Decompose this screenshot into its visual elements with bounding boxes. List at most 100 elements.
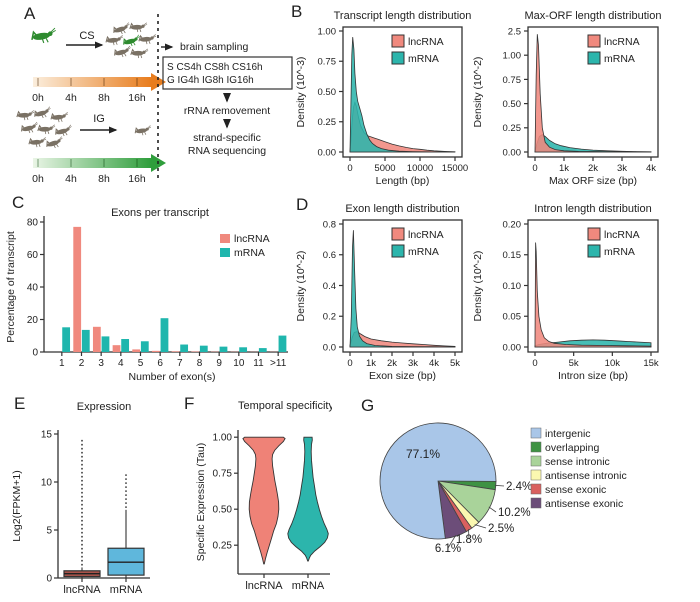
svg-text:0.15: 0.15 bbox=[503, 250, 522, 261]
svg-text:mRNA: mRNA bbox=[604, 246, 635, 258]
svg-text:60: 60 bbox=[27, 250, 39, 261]
sample-list-box bbox=[162, 56, 293, 90]
svg-text:8: 8 bbox=[197, 358, 203, 369]
svg-text:0.00: 0.00 bbox=[318, 147, 337, 158]
svg-text:6: 6 bbox=[157, 358, 163, 369]
svg-text:0.8: 0.8 bbox=[323, 219, 336, 230]
svg-text:lncRNA: lncRNA bbox=[234, 233, 270, 245]
svg-text:10k: 10k bbox=[605, 358, 621, 369]
svg-text:15000: 15000 bbox=[442, 163, 468, 174]
svg-text:>11: >11 bbox=[270, 358, 287, 369]
svg-text:9: 9 bbox=[216, 358, 222, 369]
sample-row-cs: S CS4h CS8h CS16h bbox=[167, 62, 263, 73]
svg-text:0.20: 0.20 bbox=[503, 219, 522, 230]
svg-text:antisense intronic: antisense intronic bbox=[545, 470, 627, 482]
svg-text:sense exonic: sense exonic bbox=[545, 484, 606, 496]
svg-text:Density (10^-2): Density (10^-2) bbox=[472, 57, 484, 128]
lncrna-classification-pie: 77.1% 2.4% 10.2% 2.5% 1.8%6.1% intergenic over… bbox=[379, 422, 627, 555]
svg-text:antisense exonic: antisense exonic bbox=[545, 498, 623, 510]
exons-per-transcript-chart: Exons per transcript 0 20 40 60 80 Percentage … bbox=[5, 207, 288, 383]
svg-text:Exon size (bp): Exon size (bp) bbox=[369, 370, 436, 382]
brain-sampling-label: brain sampling bbox=[180, 41, 248, 53]
svg-text:0.75: 0.75 bbox=[213, 469, 233, 480]
svg-text:40: 40 bbox=[27, 282, 39, 293]
panel-label-a: A bbox=[24, 4, 36, 23]
svg-text:10: 10 bbox=[41, 477, 53, 488]
svg-text:Number of exon(s): Number of exon(s) bbox=[129, 371, 216, 383]
experiment-design-diagram: CS 0h 4h 8h 16h bbox=[16, 14, 293, 185]
svg-text:0: 0 bbox=[46, 573, 52, 584]
svg-text:10: 10 bbox=[233, 358, 245, 369]
sequencing-label-2: RNA sequencing bbox=[188, 145, 266, 157]
max-orf-length-chart: Max-ORF length distribution 0.00 0.25 0.50 0… bbox=[472, 10, 661, 187]
svg-text:0.00: 0.00 bbox=[503, 147, 522, 158]
svg-text:10.2%: 10.2% bbox=[498, 507, 531, 519]
svg-text:7: 7 bbox=[177, 358, 183, 369]
ig-time-16h: 16h bbox=[128, 173, 146, 185]
svg-text:Intron length distribution: Intron length distribution bbox=[534, 203, 651, 215]
svg-text:Density (10^-2): Density (10^-2) bbox=[295, 251, 307, 322]
svg-text:0.0: 0.0 bbox=[323, 342, 336, 353]
svg-text:15: 15 bbox=[41, 429, 53, 440]
svg-text:lncRNA: lncRNA bbox=[604, 36, 640, 48]
svg-text:mRNA: mRNA bbox=[292, 580, 325, 592]
svg-text:0.10: 0.10 bbox=[503, 281, 522, 292]
svg-text:intergenic: intergenic bbox=[545, 428, 591, 440]
sample-row-ig: G IG4h IG8h IG16h bbox=[167, 75, 254, 86]
svg-text:Transcript length distribution: Transcript length distribution bbox=[334, 10, 472, 22]
svg-text:0.50: 0.50 bbox=[318, 87, 337, 98]
expression-boxplot: Expression 0 5 10 15 Log2(FPKM+1) lncRNA mRNA bbox=[11, 401, 150, 596]
svg-text:Length (bp): Length (bp) bbox=[376, 175, 430, 187]
svg-text:4k: 4k bbox=[429, 358, 439, 369]
svg-text:Temporal specificity: Temporal specificity bbox=[238, 400, 332, 412]
temporal-specificity-violin: Temporal specificity 0.25 0.50 0.75 1.00 Spec… bbox=[195, 400, 332, 592]
cs-time-4h: 4h bbox=[65, 92, 77, 104]
ig-time-4h: 4h bbox=[65, 173, 77, 185]
svg-text:mRNA: mRNA bbox=[604, 53, 635, 65]
svg-text:Max ORF size (bp): Max ORF size (bp) bbox=[549, 175, 637, 187]
ig-time-8h: 8h bbox=[98, 173, 110, 185]
svg-text:Exon length distribution: Exon length distribution bbox=[345, 203, 459, 215]
svg-text:2.5: 2.5 bbox=[508, 26, 521, 37]
svg-text:1.8%: 1.8% bbox=[456, 534, 482, 546]
svg-text:0.6: 0.6 bbox=[323, 250, 336, 261]
sequencing-label-1: strand-specific bbox=[193, 132, 261, 144]
svg-text:0.75: 0.75 bbox=[318, 57, 337, 68]
svg-text:Intron size (bp): Intron size (bp) bbox=[558, 370, 628, 382]
panel-label-b: B bbox=[291, 2, 303, 21]
crowded-grasshoppers-icon bbox=[105, 20, 157, 60]
panel-label-c: C bbox=[12, 193, 25, 212]
panel-label-g: G bbox=[361, 396, 375, 415]
svg-text:1k: 1k bbox=[559, 163, 569, 174]
exon-length-chart: Exon length distribution 0.0 0.2 0.4 0.6 0.8 0… bbox=[295, 203, 463, 382]
svg-text:0.25: 0.25 bbox=[503, 123, 522, 134]
svg-text:2: 2 bbox=[79, 358, 85, 369]
svg-text:11: 11 bbox=[253, 358, 264, 369]
svg-text:3k: 3k bbox=[617, 163, 627, 174]
rrna-removal-label: rRNA removement bbox=[184, 105, 270, 117]
svg-text:0: 0 bbox=[532, 163, 537, 174]
svg-text:0.00: 0.00 bbox=[503, 342, 522, 353]
panel-label-d: D bbox=[296, 195, 309, 214]
svg-text:1.00: 1.00 bbox=[213, 433, 233, 444]
svg-text:mRNA: mRNA bbox=[408, 246, 439, 258]
svg-text:5k: 5k bbox=[450, 358, 460, 369]
intron-length-chart: Intron length distribution 0.00 0.05 0.10 0.… bbox=[472, 203, 659, 382]
cs-timeline-arrow bbox=[33, 73, 166, 91]
svg-text:lncRNA: lncRNA bbox=[408, 229, 444, 241]
svg-text:4: 4 bbox=[118, 358, 124, 369]
svg-text:0.05: 0.05 bbox=[503, 312, 522, 323]
svg-text:5: 5 bbox=[138, 358, 144, 369]
svg-text:1.00: 1.00 bbox=[318, 26, 337, 37]
svg-text:Expression: Expression bbox=[77, 401, 131, 413]
panel-label-f: F bbox=[184, 394, 195, 413]
svg-text:6.1%: 6.1% bbox=[435, 543, 461, 555]
svg-text:0.4: 0.4 bbox=[323, 281, 336, 292]
svg-text:0.25: 0.25 bbox=[213, 541, 233, 552]
svg-text:20: 20 bbox=[27, 315, 39, 326]
svg-text:0.75: 0.75 bbox=[503, 75, 522, 86]
svg-text:0.2: 0.2 bbox=[323, 312, 336, 323]
svg-text:2k: 2k bbox=[588, 163, 598, 174]
svg-text:lncRNA: lncRNA bbox=[245, 580, 283, 592]
svg-text:2.4%: 2.4% bbox=[506, 481, 532, 493]
